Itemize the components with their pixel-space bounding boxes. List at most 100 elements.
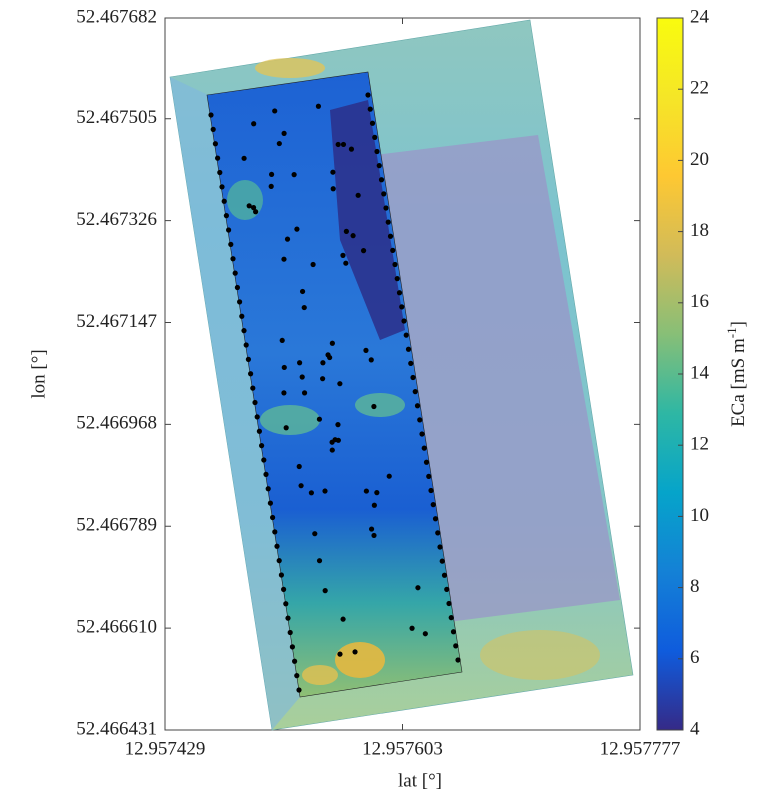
sample-dot (292, 658, 298, 664)
sample-dot (253, 209, 259, 215)
sample-dot (316, 416, 323, 422)
y-tick-label: 52.467505 (76, 107, 157, 128)
sample-dot (230, 256, 236, 262)
sample-dot (232, 270, 238, 276)
sample-dot (355, 192, 361, 198)
sample-dot (435, 530, 441, 536)
sample-dot (283, 601, 289, 607)
sample-dot (320, 360, 326, 366)
sample-dot (360, 248, 367, 254)
sample-dot (390, 247, 396, 253)
sample-dot (221, 198, 227, 204)
sample-dot (243, 342, 249, 348)
sample-dot (401, 318, 407, 324)
sample-dot (228, 241, 234, 247)
colorbar-label-text: ECa [mS m (728, 338, 749, 427)
sample-dot (252, 399, 258, 406)
y-tick-label: 52.467147 (76, 311, 157, 332)
sample-dot (296, 687, 302, 693)
sample-dot (374, 148, 380, 155)
sample-dot (267, 500, 273, 506)
sample-dot (383, 205, 389, 211)
sample-dot (386, 473, 392, 479)
sample-dot (322, 488, 328, 494)
sample-dot (343, 228, 349, 234)
sample-dot (223, 213, 229, 219)
sample-dot (378, 177, 385, 183)
sample-dot (265, 486, 271, 492)
sample-dot (315, 103, 322, 109)
sample-dot (371, 532, 377, 539)
y-axis-label: lon [°] (28, 349, 49, 398)
sample-dot (426, 473, 432, 479)
sample-dot (212, 141, 218, 147)
sample-dot (329, 340, 335, 346)
sample-dot (246, 203, 252, 209)
sample-dot (432, 516, 439, 522)
sample-dot (250, 205, 257, 211)
sample-dot (298, 483, 304, 489)
sample-dot (251, 121, 257, 127)
sample-dot (330, 186, 336, 192)
sample-dot (408, 360, 414, 366)
colorbar-tick-label: 14 (690, 362, 710, 383)
sample-dot (256, 428, 262, 434)
sample-dot (422, 631, 428, 637)
sample-dot (248, 371, 254, 377)
sample-dot (219, 184, 225, 190)
sample-dot (283, 425, 289, 431)
sample-dot (439, 558, 445, 564)
sample-dot (320, 376, 326, 382)
sample-dot (371, 403, 377, 410)
sample-dot (299, 288, 306, 295)
sample-dot (241, 155, 247, 161)
sample-dot (428, 487, 434, 494)
sample-dot (410, 374, 416, 381)
x-tick-label: 12.957777 (600, 738, 681, 759)
sample-dot (423, 459, 430, 465)
sample-dot (352, 649, 358, 655)
y-tick-label: 52.467682 (76, 6, 157, 27)
sample-dot (340, 616, 346, 622)
y-tick-label: 52.466789 (76, 515, 157, 536)
sample-dot (245, 356, 251, 362)
colorbar-tick-label: 10 (690, 505, 709, 526)
sample-dot (372, 134, 378, 140)
colorbar-tick-label: 24 (690, 6, 710, 27)
sample-dot (237, 299, 243, 305)
sample-dot (241, 328, 247, 334)
sample-dot (363, 488, 369, 494)
sample-dot (453, 643, 459, 649)
sample-dot (381, 191, 387, 197)
sample-dot (367, 106, 373, 112)
sample-dot (337, 651, 343, 657)
sample-dot (325, 352, 331, 358)
sample-dot (281, 364, 287, 371)
sample-dot (329, 447, 335, 453)
sample-dot (335, 437, 341, 443)
sample-dot (274, 543, 280, 549)
sample-dot (285, 615, 291, 621)
sample-dot (369, 120, 376, 126)
sample-dot (322, 588, 328, 594)
sample-dot (365, 92, 371, 98)
sample-dot (316, 558, 323, 564)
sample-dot (289, 644, 295, 650)
sample-dot (409, 625, 415, 631)
sample-dot (335, 422, 341, 428)
sample-dot (287, 629, 293, 636)
colorbar-label-sup: -1 (724, 327, 739, 338)
sample-dot (441, 572, 448, 578)
sample-dot (254, 414, 260, 420)
sample-dot (455, 657, 461, 663)
sample-dot (239, 313, 245, 319)
colorbar-tick-label: 16 (690, 291, 709, 312)
sample-dot (210, 126, 216, 132)
sample-dot (399, 304, 405, 310)
sample-dot (261, 457, 267, 463)
sample-dot (297, 360, 303, 366)
colorbar-tick-label: 22 (690, 78, 709, 99)
sample-dot (430, 502, 436, 508)
colorbar-label-end: ] (728, 321, 749, 327)
colorbar-label: ECa [mS m-1] (724, 321, 749, 427)
